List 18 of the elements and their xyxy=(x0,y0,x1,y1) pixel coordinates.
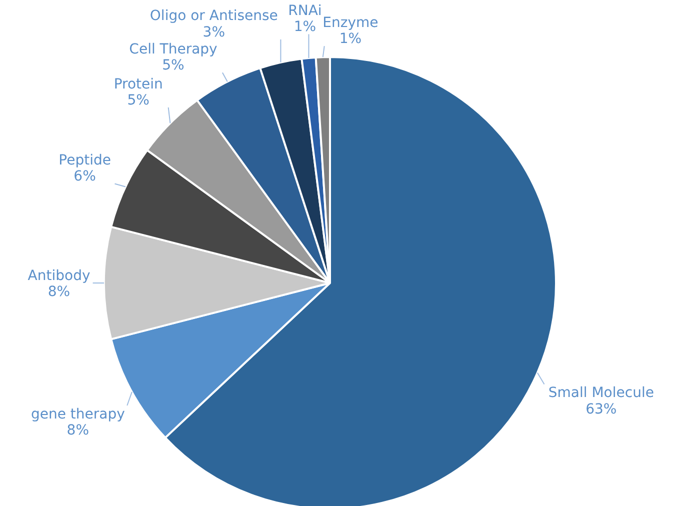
data-label: 1% xyxy=(339,30,362,47)
slice-label: Oligo or Antisense xyxy=(150,8,278,24)
slice-label: Peptide xyxy=(58,152,111,169)
data-label: 8% xyxy=(66,422,90,439)
data-label: 8% xyxy=(48,284,70,300)
data-label: 5% xyxy=(127,92,150,108)
slice-label: Protein xyxy=(114,76,163,92)
data-label: 5% xyxy=(162,58,184,74)
slice-label: RNAi xyxy=(288,3,322,19)
data-label: 6% xyxy=(74,168,96,185)
slice-label: gene therapy xyxy=(30,406,125,422)
slice-label: Small Molecule xyxy=(548,385,654,402)
slice-label: Antibody xyxy=(28,268,90,284)
data-label: 1% xyxy=(294,19,316,36)
slice-label: Cell Therapy xyxy=(129,41,218,58)
data-label: 63% xyxy=(586,401,617,418)
slice-label: Enzyme xyxy=(322,14,378,31)
data-label: 3% xyxy=(202,24,226,40)
